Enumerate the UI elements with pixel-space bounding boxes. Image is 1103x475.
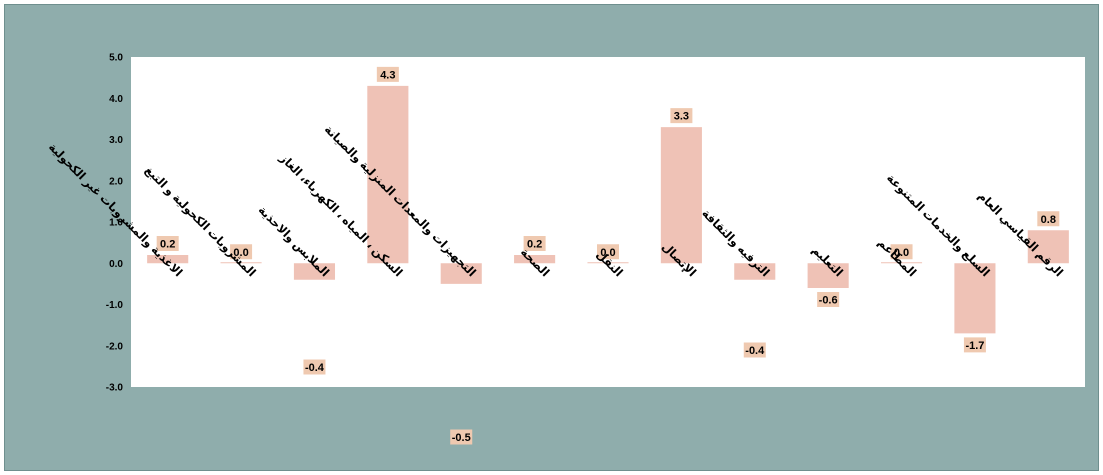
data-label-text: 0.0 [894, 247, 909, 259]
bar [1027, 230, 1069, 264]
data-label-box [743, 342, 766, 358]
bar [660, 127, 702, 264]
data-label: -0.4 [303, 359, 326, 375]
bar [293, 263, 336, 280]
y-tick-label: 2.0 [109, 176, 123, 187]
data-label-box [523, 236, 546, 251]
data-label-text: 0.2 [527, 239, 542, 251]
data-label-text: 4.3 [380, 69, 395, 81]
bar [807, 263, 849, 288]
data-label: 4.3 [376, 66, 399, 82]
data-label: 0.8 [1037, 211, 1060, 227]
bar [514, 255, 556, 264]
bar [220, 262, 262, 264]
data-label: -0.6 [817, 292, 840, 307]
data-label-box [376, 66, 399, 82]
data-label-box [817, 292, 840, 307]
chart-frame: 5.0 4.0 3.0 2.0 1.0 0.0 -1.0 -2.0 -3.0 0.2 0.0 -0.… [4, 4, 1099, 471]
bar [147, 255, 189, 264]
data-label-box [890, 244, 913, 260]
data-label-box [450, 429, 473, 445]
data-label-box [303, 359, 326, 375]
bar [587, 262, 629, 264]
data-label-text: 3.3 [674, 111, 689, 123]
data-label: 3.3 [670, 108, 693, 124]
data-label: -0.5 [450, 429, 473, 445]
y-tick-label: -3.0 [106, 383, 124, 394]
data-label-box [156, 236, 179, 251]
data-label-text: 0.0 [600, 247, 615, 259]
plot-area [131, 57, 1085, 387]
data-label-box [597, 244, 619, 260]
y-tick-label: 5.0 [109, 53, 123, 64]
data-label: -0.4 [743, 342, 766, 358]
data-label-box [230, 244, 253, 260]
data-label-text: -0.4 [745, 345, 765, 357]
bar [954, 263, 996, 334]
bar [880, 262, 923, 264]
bar [440, 263, 482, 284]
y-tick-label: 0.0 [109, 259, 123, 270]
data-label-text: 0.2 [160, 239, 175, 251]
data-label: 0.0 [230, 244, 253, 260]
y-tick-label: 3.0 [109, 135, 123, 146]
y-tick-label: 4.0 [109, 94, 123, 105]
y-tick-label: 1.0 [109, 218, 123, 229]
y-tick-label: -2.0 [106, 341, 124, 352]
data-label-box [1037, 211, 1060, 227]
y-tick-label: -1.0 [106, 300, 124, 311]
data-label-text: 0.0 [233, 247, 248, 259]
data-label: 0.2 [523, 236, 546, 251]
data-label-text: -0.6 [819, 295, 838, 307]
data-label: -1.7 [963, 337, 986, 353]
data-label-text: -1.7 [965, 340, 984, 352]
data-label-box [670, 108, 693, 124]
data-label-text: -0.5 [452, 432, 471, 444]
data-label-text: -0.4 [305, 362, 325, 374]
data-label: 0.0 [890, 244, 913, 260]
bar [734, 263, 776, 280]
bar-chart: 5.0 4.0 3.0 2.0 1.0 0.0 -1.0 -2.0 -3.0 0.2 0.0 -0.… [45, 53, 1085, 445]
data-label: 0.0 [597, 244, 619, 260]
data-label-text: 0.8 [1041, 214, 1056, 226]
data-label: 0.2 [156, 236, 179, 251]
data-label-box [963, 337, 986, 353]
bar [367, 85, 409, 264]
